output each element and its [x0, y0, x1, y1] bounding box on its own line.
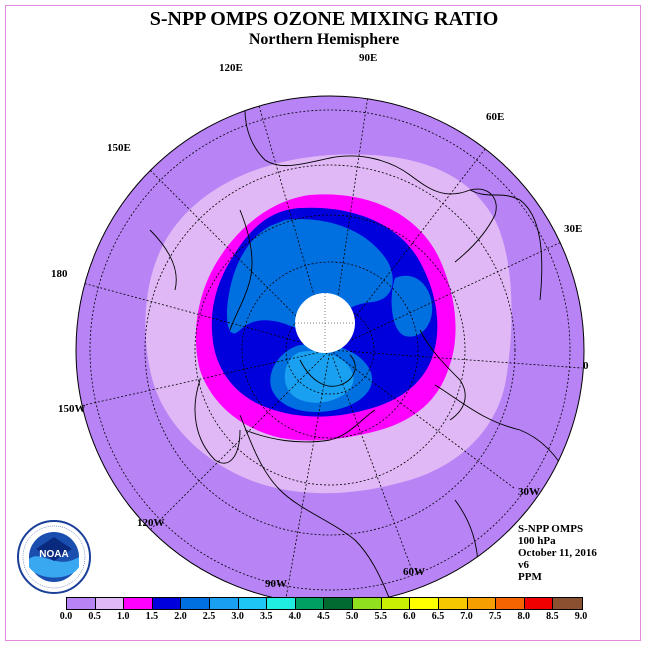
colorbar-swatch [524, 598, 554, 609]
colorbar [66, 597, 583, 610]
colorbar-tick-label: 3.0 [231, 611, 244, 622]
colorbar-tick-label: 5.0 [345, 611, 359, 622]
map-info-block: S-NPP OMPS 100 hPa October 11, 2016 v6 P… [518, 523, 597, 583]
colorbar-swatch [67, 598, 96, 609]
lon-label-0: 0 [583, 360, 589, 372]
colorbar-tick-label: 8.0 [517, 611, 531, 622]
lon-label-150e: 150E [107, 142, 131, 154]
colorbar-swatch [353, 598, 382, 609]
colorbar-swatch [553, 598, 582, 609]
version-label: v6 [518, 559, 529, 571]
colorbar-tick-label: 3.5 [260, 611, 273, 622]
colorbar-tick-label: 7.5 [488, 611, 502, 622]
colorbar-tick-label: 2.0 [174, 611, 187, 622]
colorbar-tick-label: 1.5 [145, 611, 159, 622]
colorbar-swatch [95, 598, 125, 609]
lon-label-120e: 120E [219, 62, 243, 74]
colorbar-tick-label: 4.5 [317, 611, 330, 622]
colorbar-swatch [324, 598, 354, 609]
lon-label-30e: 30E [564, 223, 583, 235]
colorbar-swatch [152, 598, 182, 609]
colorbar-swatch [438, 598, 468, 609]
colorbar-tick-label: 9.0 [574, 611, 588, 622]
colorbar-tick-label: 0.0 [59, 611, 73, 622]
colorbar-tick-label: 1.0 [116, 611, 130, 622]
lon-label-30w: 30W [518, 486, 540, 498]
lon-label-60w: 60W [403, 566, 425, 578]
colorbar-tick-label: 6.0 [403, 611, 416, 622]
colorbar-tick-label: 7.0 [460, 611, 473, 622]
lon-label-120w: 120W [137, 517, 165, 529]
lon-label-90e: 90E [359, 52, 378, 64]
colorbar-swatch [467, 598, 497, 609]
colorbar-swatch [181, 598, 211, 609]
colorbar-tick-label: 0.5 [88, 611, 101, 622]
units-label: PPM [518, 571, 542, 583]
colorbar-swatch [410, 598, 439, 609]
band-2.0-2.5 [391, 275, 433, 337]
colorbar-swatch [381, 598, 411, 609]
lon-label-150w: 150W [58, 403, 86, 415]
instrument-label: S-NPP OMPS [518, 523, 584, 535]
date-label: October 11, 2016 [518, 547, 597, 559]
colorbar-swatch [210, 598, 239, 609]
noaa-logo: NOAA [17, 520, 91, 594]
lon-label-180: 180 [51, 268, 68, 280]
map-subtitle: Northern Hemisphere [248, 31, 400, 48]
band-2.0-2.5 [226, 219, 393, 334]
colorbar-swatch [496, 598, 525, 609]
map-title: S-NPP OMPS OZONE MIXING RATIO [149, 8, 499, 30]
pressure-level-label: 100 hPa [518, 535, 556, 547]
colorbar-tick-label: 5.5 [374, 611, 387, 622]
page-frame [5, 5, 641, 641]
colorbar-tick-label: 2.5 [202, 611, 216, 622]
noaa-logo-text: NOAA [39, 549, 68, 560]
lon-label-90w: 90W [265, 578, 287, 590]
colorbar-swatch [238, 598, 268, 609]
colorbar-tick-label: 4.0 [288, 611, 302, 622]
colorbar-swatch [267, 598, 296, 609]
colorbar-tick-label: 6.5 [431, 611, 445, 622]
colorbar-tick-label: 8.5 [546, 611, 559, 622]
colorbar-swatch [124, 598, 153, 609]
lon-label-60e: 60E [486, 111, 505, 123]
colorbar-swatch [295, 598, 325, 609]
